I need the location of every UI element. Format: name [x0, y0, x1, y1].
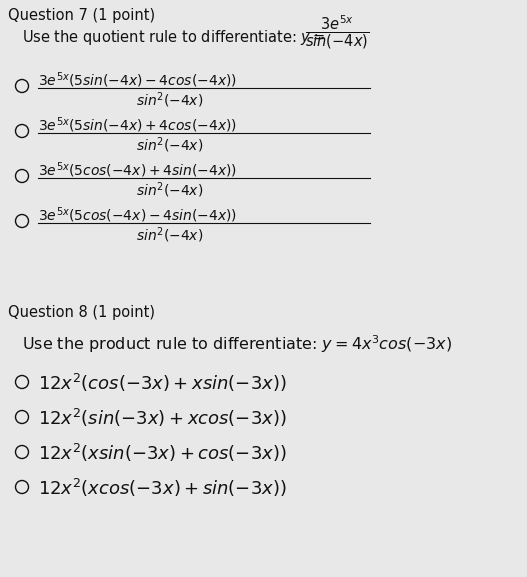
Text: $3e^{5x}(5sin(-4x)-4cos(-4x))$: $3e^{5x}(5sin(-4x)-4cos(-4x))$ [38, 70, 237, 89]
Text: $sin^2(-4x)$: $sin^2(-4x)$ [136, 90, 204, 110]
Text: $12x^2(xsin(-3x) + cos(-3x))$: $12x^2(xsin(-3x) + cos(-3x))$ [38, 442, 287, 464]
Text: $12x^2(xcos(-3x) + sin(-3x))$: $12x^2(xcos(-3x) + sin(-3x))$ [38, 477, 287, 499]
Text: $3e^{5x}(5cos(-4x)+4sin(-4x))$: $3e^{5x}(5cos(-4x)+4sin(-4x))$ [38, 160, 237, 179]
Text: $3e^{5x}(5sin(-4x)+4cos(-4x))$: $3e^{5x}(5sin(-4x)+4cos(-4x))$ [38, 115, 237, 134]
Text: Use the product rule to differentiate: $y = 4x^3cos(-3x)$: Use the product rule to differentiate: $… [22, 333, 452, 355]
Text: $12x^2(cos(-3x) + xsin(-3x))$: $12x^2(cos(-3x) + xsin(-3x))$ [38, 372, 287, 394]
Text: $sin^2(-4x)$: $sin^2(-4x)$ [136, 180, 204, 200]
Text: $12x^2(sin(-3x) + xcos(-3x))$: $12x^2(sin(-3x) + xcos(-3x))$ [38, 407, 287, 429]
Text: $sin^2(-4x)$: $sin^2(-4x)$ [136, 225, 204, 245]
Text: Question 8 (1 point): Question 8 (1 point) [8, 305, 155, 320]
Text: $\dfrac{3e^{5x}}{sin(-4x)}$: $\dfrac{3e^{5x}}{sin(-4x)}$ [305, 14, 369, 51]
Text: $3e^{5x}(5cos(-4x)-4sin(-4x))$: $3e^{5x}(5cos(-4x)-4sin(-4x))$ [38, 205, 237, 224]
Text: Use the quotient rule to differentiate: $y = $: Use the quotient rule to differentiate: … [22, 28, 325, 47]
Text: $sin^2(-4x)$: $sin^2(-4x)$ [136, 135, 204, 155]
Text: Question 7 (1 point): Question 7 (1 point) [8, 8, 155, 23]
